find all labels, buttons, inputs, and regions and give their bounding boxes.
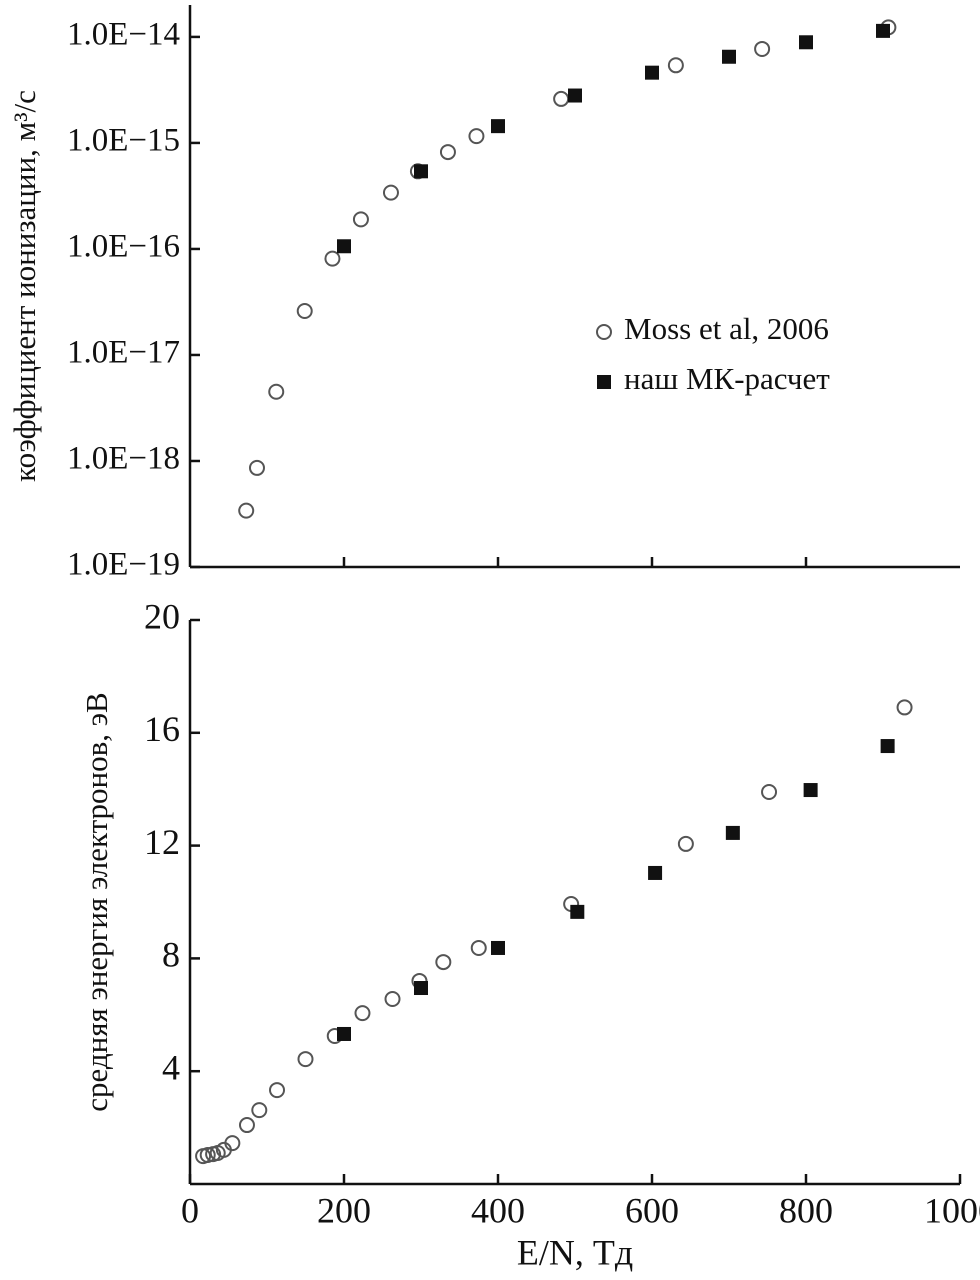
point xyxy=(296,302,313,319)
point xyxy=(435,954,452,971)
point xyxy=(491,119,505,134)
point xyxy=(570,904,585,919)
point xyxy=(799,35,813,50)
legend-label: Moss et al, 2006 xyxy=(624,311,829,346)
x-tick-label: 400 xyxy=(471,1190,525,1230)
point xyxy=(324,250,341,267)
point xyxy=(248,459,265,476)
point xyxy=(354,1005,371,1022)
point xyxy=(224,1135,241,1152)
point xyxy=(648,865,663,880)
point xyxy=(722,49,736,64)
y-tick-label: 16 xyxy=(144,709,180,749)
y-tick-label: 1.0E−19 xyxy=(67,547,180,583)
y-tick-label: 1.0E−17 xyxy=(67,335,180,371)
y-axis-label: коэффициент ионизации, м³/с xyxy=(7,90,42,482)
point xyxy=(761,784,778,801)
point xyxy=(414,981,428,996)
point xyxy=(439,144,456,161)
point xyxy=(468,128,485,145)
point xyxy=(199,1146,216,1163)
point xyxy=(725,825,740,840)
y-axis-label: средняя энергия электронов, эВ xyxy=(79,692,114,1111)
y-tick-label: 1.0E−15 xyxy=(67,123,180,159)
point xyxy=(382,184,399,201)
y-tick-label: 1.0E−16 xyxy=(67,229,180,265)
point xyxy=(803,783,818,798)
point xyxy=(297,1051,314,1068)
y-tick-label: 20 xyxy=(144,596,180,636)
x-tick-label: 0 xyxy=(181,1190,199,1230)
point xyxy=(754,40,771,57)
point xyxy=(880,739,895,754)
point xyxy=(667,57,684,74)
point xyxy=(238,1117,255,1134)
point xyxy=(384,991,401,1008)
y-tick-label: 12 xyxy=(144,822,180,862)
point xyxy=(337,239,351,254)
point xyxy=(677,835,694,852)
y-tick-label: 1.0E−14 xyxy=(67,16,180,52)
x-tick-label: 800 xyxy=(779,1190,833,1230)
y-tick-label: 4 xyxy=(162,1047,180,1087)
legend-marker xyxy=(597,375,611,389)
point xyxy=(238,502,255,519)
point xyxy=(568,88,582,103)
point xyxy=(876,23,890,38)
point xyxy=(268,383,285,400)
point xyxy=(414,164,428,179)
legend-label: наш МК-расчет xyxy=(624,361,830,396)
legend-marker xyxy=(596,324,612,340)
point xyxy=(269,1082,286,1099)
point xyxy=(491,940,505,955)
y-tick-label: 8 xyxy=(162,935,180,975)
point xyxy=(896,699,913,716)
point xyxy=(337,1026,351,1041)
point xyxy=(251,1102,268,1119)
point xyxy=(645,65,659,80)
y-tick-label: 1.0E−18 xyxy=(67,441,180,477)
point xyxy=(470,939,487,956)
point xyxy=(352,211,369,228)
x-tick-label: 200 xyxy=(317,1190,371,1230)
x-tick-label: 1000 xyxy=(924,1190,980,1230)
x-tick-label: 600 xyxy=(625,1190,679,1230)
x-axis-label: E/N, Тд xyxy=(517,1232,633,1272)
point xyxy=(553,90,570,107)
